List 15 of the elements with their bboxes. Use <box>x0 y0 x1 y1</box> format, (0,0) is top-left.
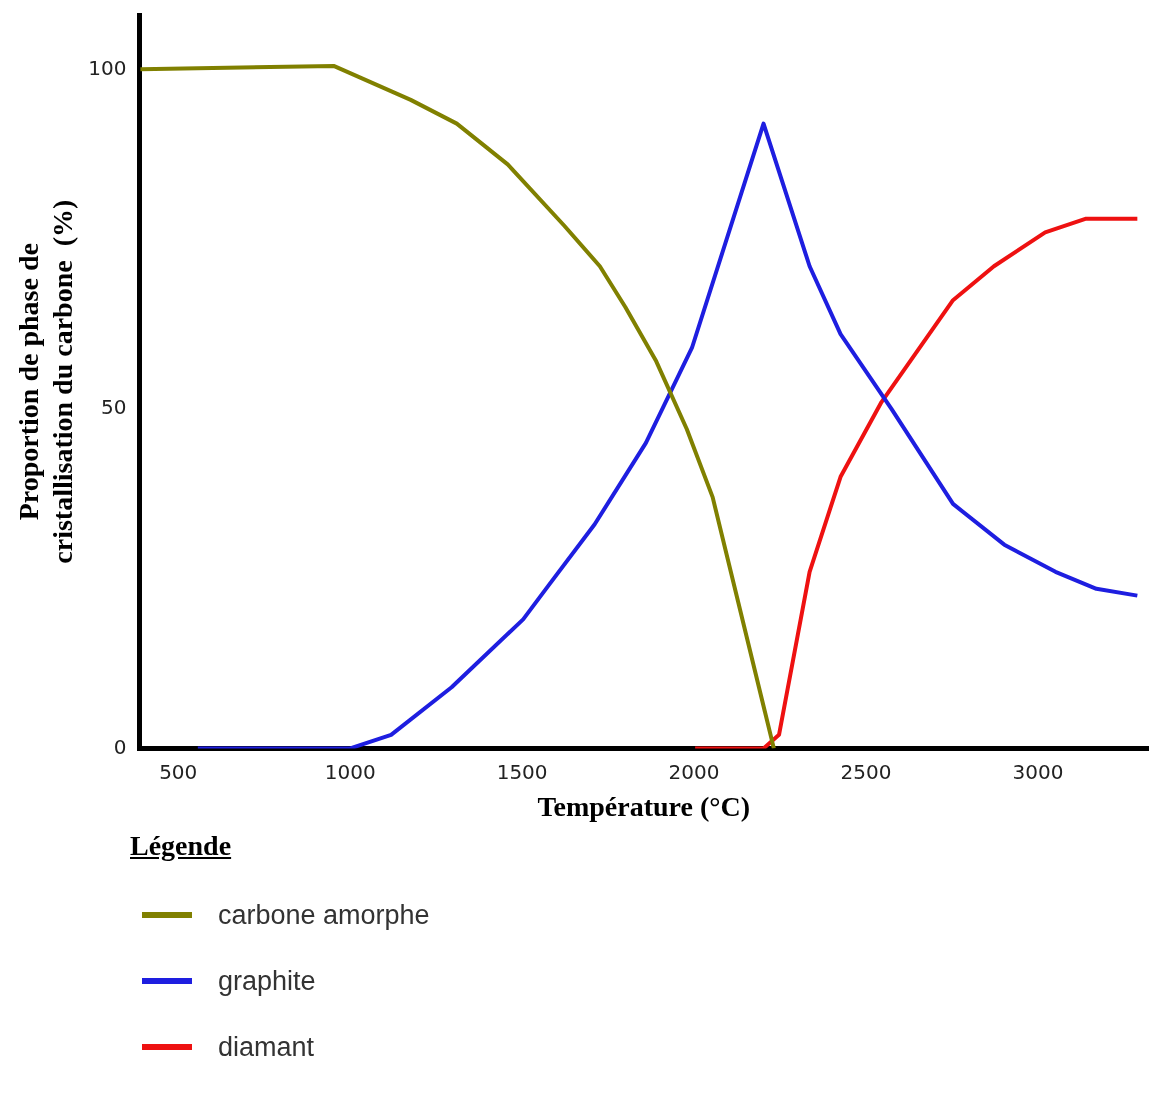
x-tick-label: 2000 <box>668 759 720 784</box>
y-tick-label: 100 <box>88 55 127 80</box>
legend-label: diamant <box>218 1031 315 1063</box>
x-tick-label: 500 <box>159 759 198 784</box>
x-tick-label: 3000 <box>1012 759 1064 784</box>
legend-title: Légende <box>130 830 233 862</box>
x-tick-label: 1000 <box>324 759 376 784</box>
legend-label: carbone amorphe <box>218 899 430 931</box>
y-tick-label: 0 <box>113 734 127 759</box>
x-tick-label: 2500 <box>840 759 892 784</box>
y-axis-title: Proportion de phase de cristallisation du carbone (%) <box>13 199 78 564</box>
x-axis-title: Température (°C) <box>537 791 750 823</box>
x-tick-label: 1500 <box>496 759 548 784</box>
y-tick-label: 50 <box>100 395 127 420</box>
legend-label: graphite <box>218 965 316 997</box>
